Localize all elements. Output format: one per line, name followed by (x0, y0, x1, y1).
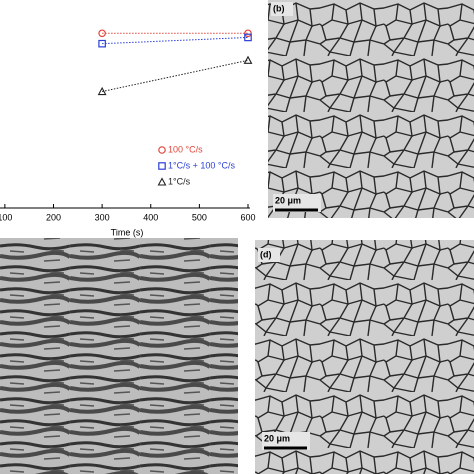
scale-text: 20 μm (264, 433, 290, 443)
x-axis-label: Time (s) (111, 227, 144, 237)
x-tick-label: 200 (46, 212, 61, 222)
micrograph-c (0, 238, 238, 474)
trend-line (102, 36, 249, 45)
data-point (243, 55, 253, 64)
legend-label: 1°C/s + 100 °C/s (168, 160, 235, 170)
micrograph-b (268, 0, 474, 218)
legend-marker (158, 146, 166, 154)
legend-marker (157, 177, 167, 186)
plot: Time (s) 100 200 300 400 500 600 100 °C/s 1°C/s… (0, 29, 256, 237)
x-tick-label: 300 (95, 212, 110, 222)
label-bg (271, 2, 293, 16)
x-tick-label: 600 (240, 212, 255, 222)
x-tick-label: 500 (192, 212, 207, 222)
legend-marker (158, 162, 166, 170)
data-point (98, 39, 106, 48)
scale-bg (262, 432, 310, 450)
panel-label: (d) (260, 249, 272, 259)
data-point (244, 29, 252, 38)
data-point (98, 29, 106, 38)
x-tick-label: 400 (143, 212, 158, 222)
legend-label: 1°C/s (168, 176, 191, 186)
x-tick-label: 100 (0, 212, 12, 222)
legend-label: 100 °C/s (168, 144, 203, 154)
data-point (244, 33, 252, 42)
scale-bg (273, 194, 321, 212)
data-point (97, 86, 107, 96)
panel-label: (b) (273, 3, 285, 13)
trend-line (102, 59, 249, 93)
label-bg (258, 248, 280, 262)
scale-text: 20 μm (275, 195, 301, 205)
